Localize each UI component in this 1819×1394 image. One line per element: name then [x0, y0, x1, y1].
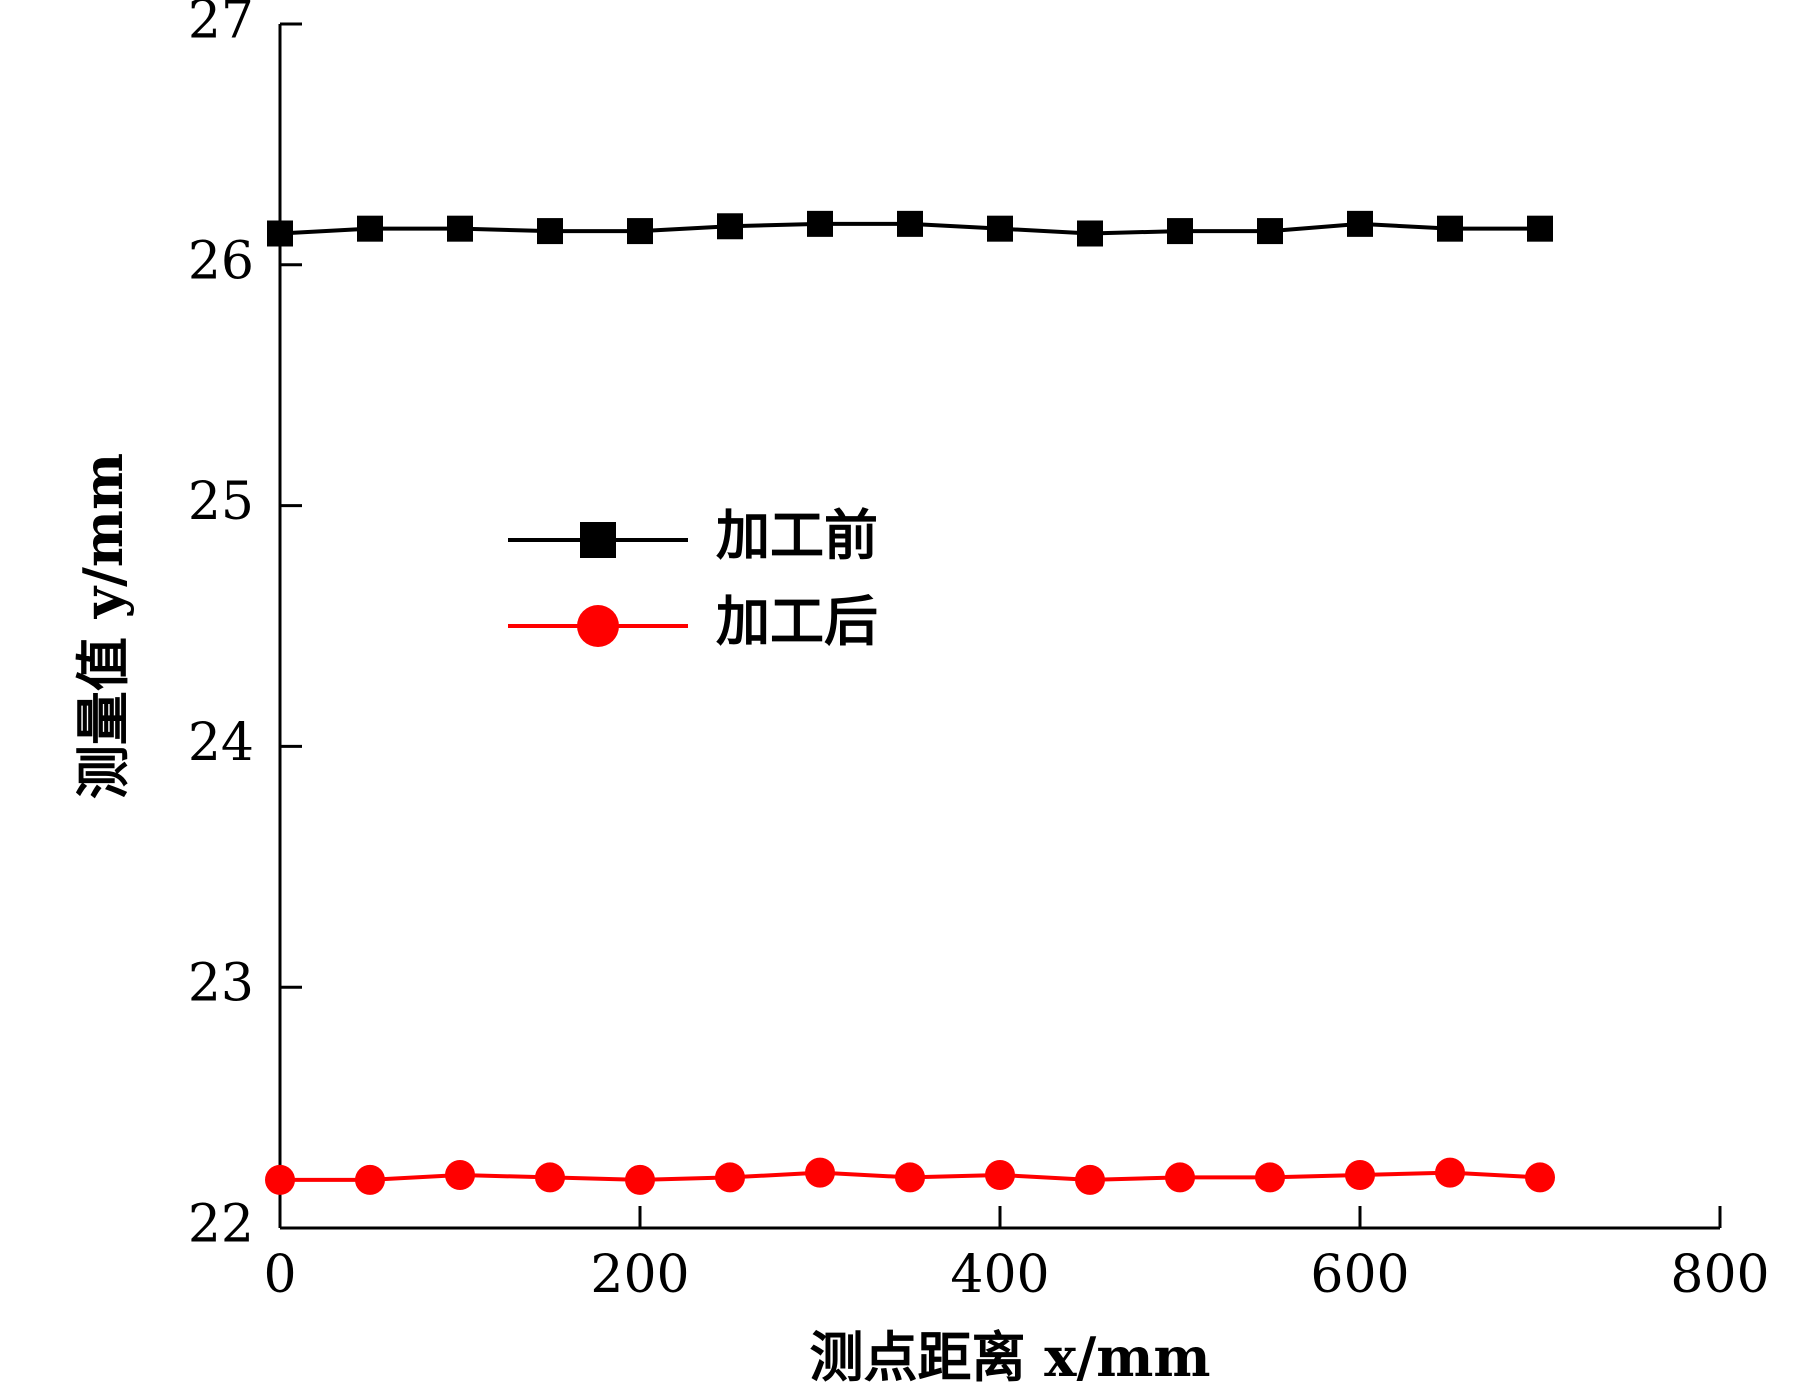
legend-marker-square	[580, 522, 616, 558]
x-axis-title: 测点距离 x/mm	[810, 1325, 1211, 1389]
data-point-square	[267, 220, 293, 247]
axes: 22 23 24 25 26 27 0 200 400 600 800	[188, 0, 1770, 1305]
y-tick-label: 26	[188, 231, 254, 291]
data-point-circle	[265, 1164, 295, 1195]
legend-marker-circle	[577, 605, 619, 647]
data-point-circle	[1075, 1164, 1105, 1195]
data-point-circle	[535, 1162, 565, 1193]
data-point-square	[1347, 210, 1373, 237]
data-point-square	[717, 213, 743, 240]
data-point-square	[357, 215, 383, 242]
data-point-square	[1167, 218, 1193, 245]
y-tick-label: 22	[188, 1195, 254, 1255]
plot-series	[265, 210, 1555, 1195]
data-point-circle	[445, 1160, 475, 1191]
data-point-circle	[715, 1162, 745, 1193]
data-point-circle	[1165, 1162, 1195, 1193]
data-point-circle	[1525, 1162, 1555, 1193]
data-point-circle	[625, 1164, 655, 1195]
data-point-circle	[355, 1164, 385, 1195]
data-point-square	[987, 215, 1013, 242]
y-tick-label: 23	[188, 954, 254, 1014]
data-point-square	[1077, 220, 1103, 247]
data-point-square	[1257, 218, 1283, 245]
data-point-square	[807, 210, 833, 237]
y-tick-label: 25	[188, 472, 254, 532]
data-point-square	[897, 210, 923, 237]
y-tick-label: 24	[188, 713, 254, 773]
y-tick-label: 27	[188, 0, 254, 51]
x-tick-label: 800	[1670, 1245, 1769, 1305]
data-point-circle	[895, 1162, 925, 1193]
data-point-square	[537, 218, 563, 245]
data-point-circle	[1435, 1157, 1465, 1188]
x-tick-label: 200	[590, 1245, 689, 1305]
data-point-square	[1527, 215, 1553, 242]
legend-label: 加工后	[716, 589, 878, 653]
data-point-circle	[985, 1160, 1015, 1191]
y-axis-title: 测量值 y/mm	[71, 453, 135, 799]
x-tick-label: 600	[1310, 1245, 1409, 1305]
x-tick-label: 400	[950, 1245, 1049, 1305]
data-point-square	[627, 218, 653, 245]
data-point-circle	[1255, 1162, 1285, 1193]
axis-titles: 测点距离 x/mm 测量值 y/mm	[71, 453, 1211, 1389]
data-point-square	[1437, 215, 1463, 242]
x-tick-label: 0	[263, 1245, 296, 1305]
data-point-circle	[1345, 1160, 1375, 1191]
data-point-square	[447, 215, 473, 242]
data-point-circle	[805, 1157, 835, 1188]
legend-label: 加工前	[716, 503, 878, 567]
